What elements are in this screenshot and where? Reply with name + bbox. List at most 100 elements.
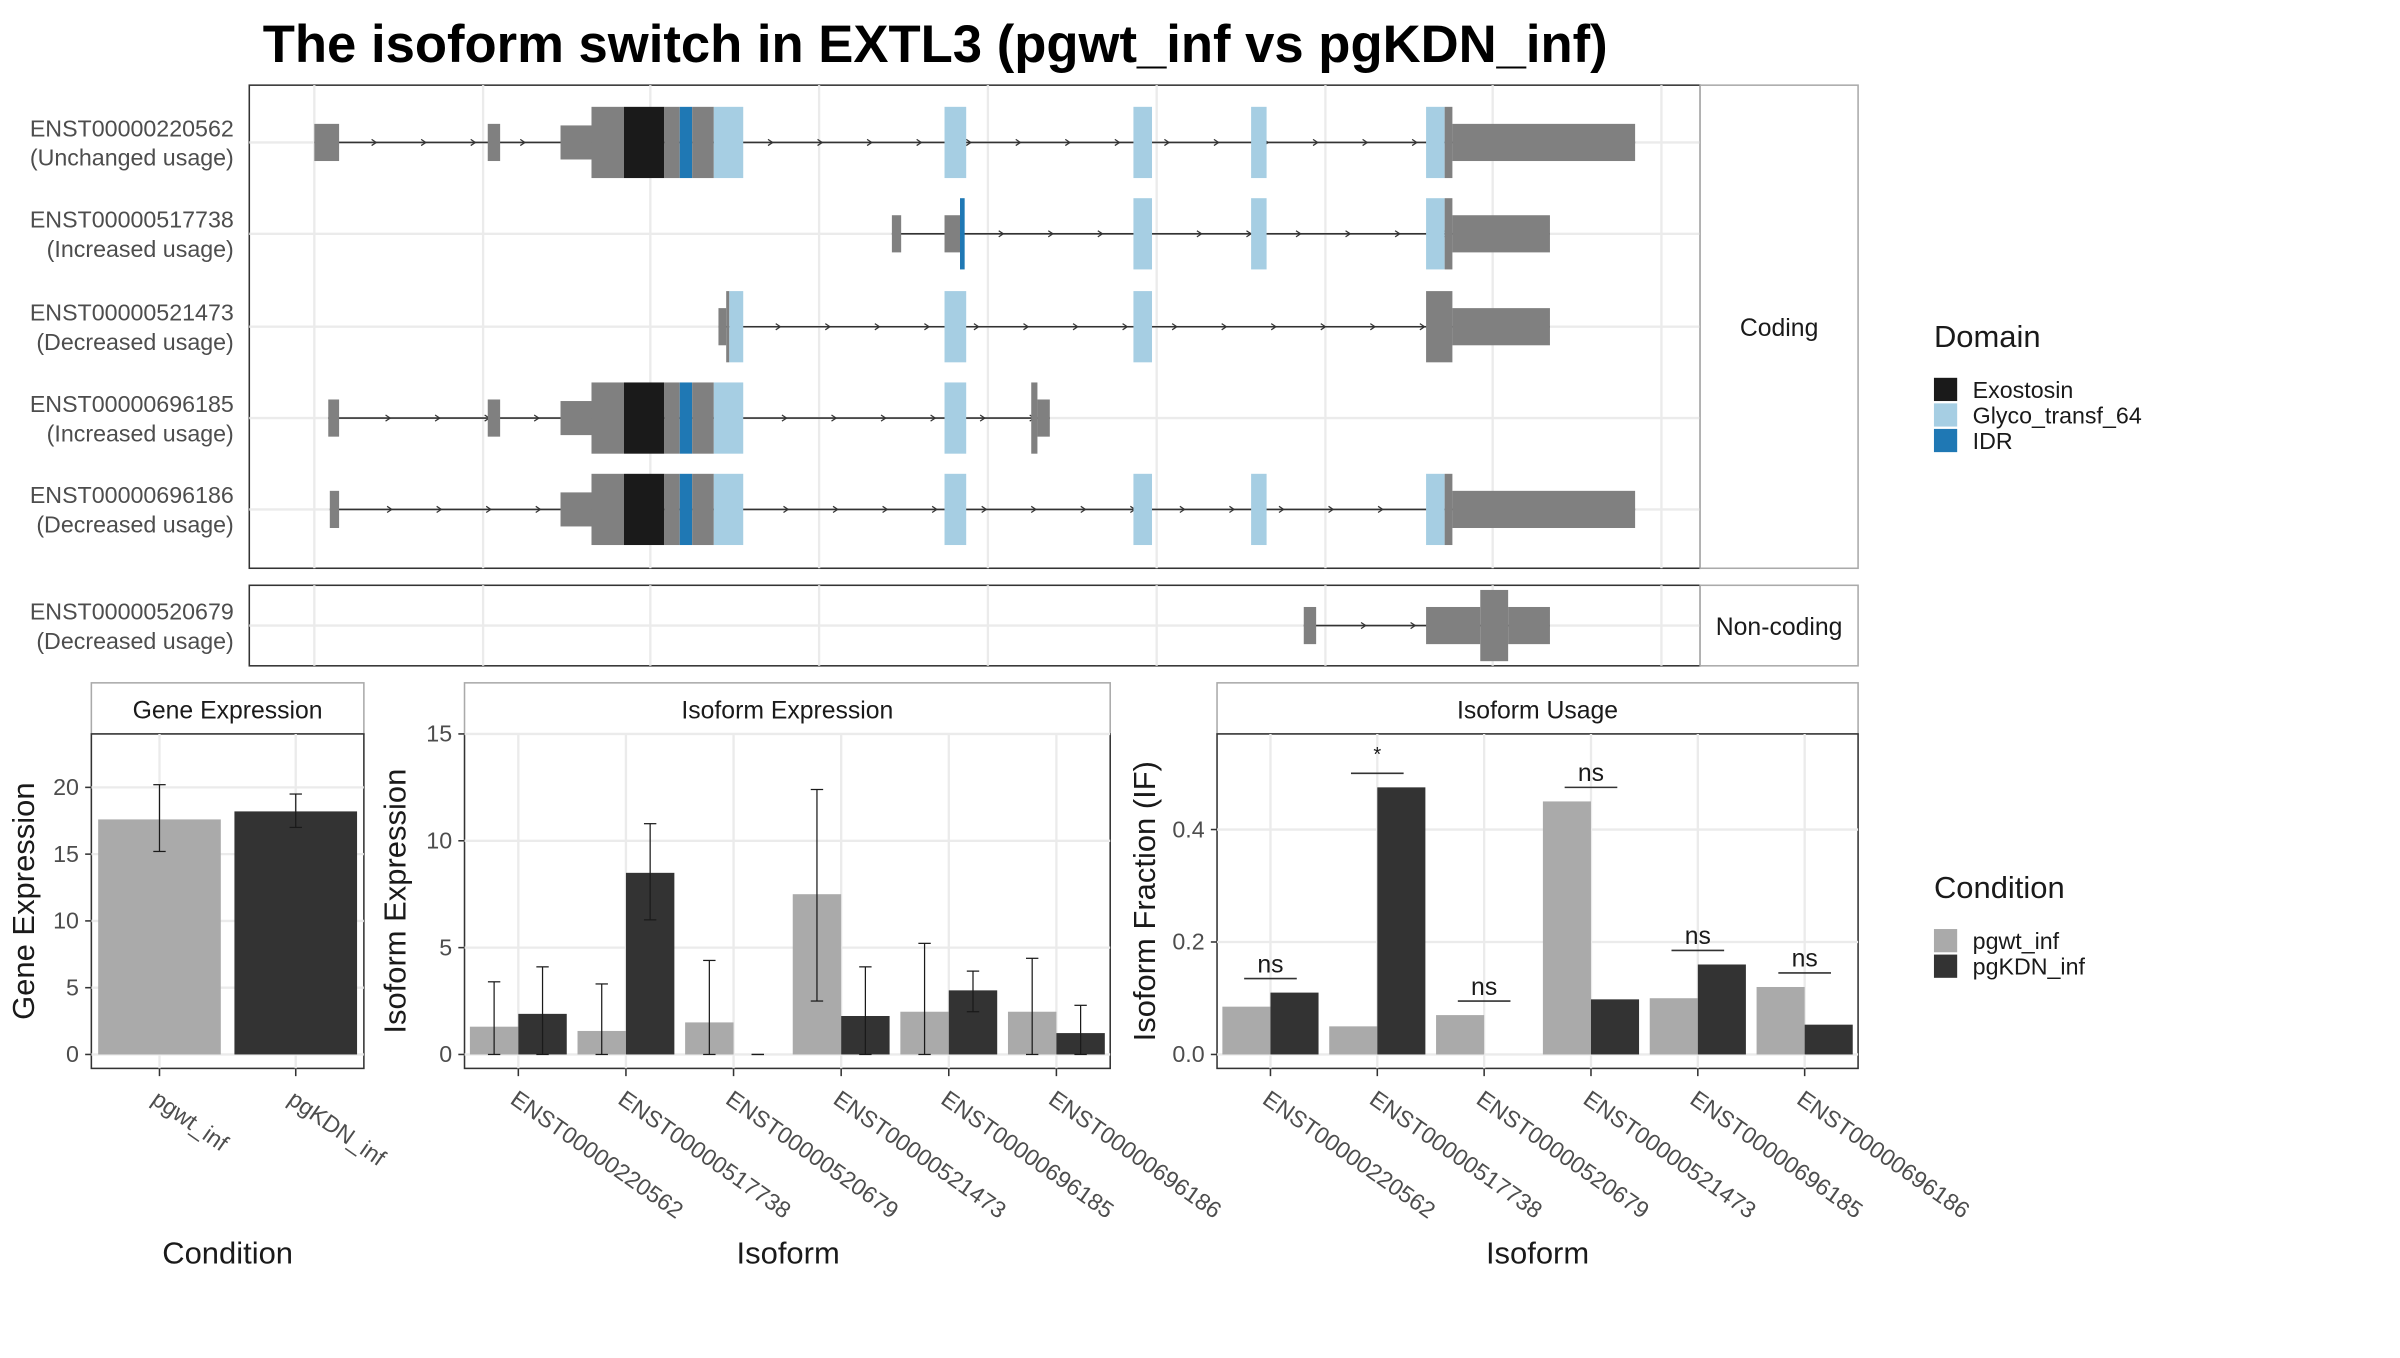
transcript-usage-label: (Increased usage) (47, 420, 234, 446)
exon (944, 473, 967, 546)
direction-arrow-icon (824, 323, 832, 331)
exon (726, 291, 730, 363)
x-axis-title: Condition (162, 1235, 293, 1270)
transcript-ENST00000517738 (891, 198, 1550, 270)
y-tick-label: 0.4 (1172, 816, 1204, 842)
exon (591, 473, 625, 546)
direction-arrow-icon (1171, 323, 1178, 331)
exon (624, 382, 665, 454)
exon (624, 106, 665, 179)
direction-arrow-icon (535, 505, 542, 514)
x-tick-label: pgwt_inf (147, 1085, 233, 1156)
exon (1426, 291, 1453, 363)
transcript-usage-label: (Increased usage) (47, 236, 234, 262)
y-tick-label: 10 (426, 828, 452, 854)
direction-arrow-icon (1015, 138, 1022, 147)
exon (718, 308, 727, 346)
y-tick-label: 10 (53, 908, 79, 934)
y-tick-label: 0 (66, 1041, 79, 1067)
direction-arrow-icon (916, 138, 923, 147)
exon (1480, 589, 1509, 662)
direction-arrow-icon (1023, 323, 1030, 331)
direction-arrow-icon (832, 505, 839, 514)
facet-strip (90, 682, 365, 735)
direction-arrow-icon (1394, 230, 1401, 238)
x-tick-label: ENST00000696186 (1044, 1085, 1226, 1223)
chart-title: Isoform Usage (1457, 697, 1618, 724)
exon (560, 125, 592, 160)
exon (944, 382, 967, 454)
exon (729, 291, 744, 363)
direction-arrow-icon (783, 505, 790, 514)
bar (1329, 1026, 1378, 1055)
exon (487, 123, 501, 162)
direction-arrow-icon (817, 138, 824, 147)
x-tick-label: ENST00000696185 (1686, 1085, 1868, 1223)
exon (960, 198, 965, 270)
direction-arrow-icon (1196, 230, 1203, 238)
facet-strip (463, 682, 1111, 735)
transcript-id-label: ENST00000220562 (30, 115, 234, 141)
direction-arrow-icon (882, 505, 889, 514)
strip-noncoding-label: Non-coding (1716, 614, 1843, 641)
direction-arrow-icon (1328, 505, 1335, 514)
x-tick-label: ENST00000520679 (721, 1085, 903, 1223)
transcript-ENST00000520679 (1303, 589, 1550, 662)
exon (944, 106, 967, 179)
exon (1452, 308, 1550, 346)
direction-arrow-icon (1270, 323, 1277, 331)
transcript-usage-label: (Unchanged usage) (30, 145, 234, 171)
transcript-ENST00000220562 (314, 106, 1636, 179)
direction-arrow-icon (533, 414, 540, 422)
exon (1133, 473, 1153, 546)
strip-noncoding (1699, 584, 1859, 667)
exon (679, 106, 693, 179)
y-tick-label: 15 (426, 721, 452, 747)
exon (713, 382, 744, 454)
exon (1251, 473, 1267, 546)
exon (1037, 399, 1050, 437)
exon (1426, 106, 1445, 179)
significance-label: ns (1578, 760, 1604, 787)
direction-arrow-icon (931, 505, 938, 514)
direction-arrow-icon (1360, 621, 1367, 630)
exon (1444, 106, 1453, 179)
direction-arrow-icon (1221, 323, 1228, 331)
significance-label: ns (1257, 951, 1283, 978)
direction-arrow-icon (930, 414, 937, 422)
legend-label: Exostosin (1973, 377, 2074, 403)
direction-arrow-icon (767, 138, 774, 147)
exon (560, 492, 592, 527)
direction-arrow-icon (979, 414, 986, 422)
exon (1426, 473, 1445, 546)
bar (234, 811, 358, 1055)
y-tick-label: 20 (53, 774, 79, 800)
bar (1542, 801, 1591, 1055)
direction-arrow-icon (1229, 505, 1236, 514)
bar (1649, 998, 1698, 1055)
direction-arrow-icon (831, 414, 838, 422)
x-tick-label: pgKDN_inf (284, 1085, 391, 1171)
direction-arrow-icon (434, 414, 441, 422)
legend-label: Glyco_transf_64 (1973, 402, 2142, 428)
exon (1452, 215, 1550, 253)
exon (664, 473, 680, 546)
exon (692, 382, 714, 454)
exon (1133, 106, 1153, 179)
exon (944, 215, 961, 253)
exon (1031, 382, 1038, 454)
direction-arrow-icon (880, 414, 887, 422)
direction-arrow-icon (1410, 621, 1417, 630)
y-tick-label: 15 (53, 841, 79, 867)
legend-title: Condition (1934, 870, 2065, 905)
plot-area (463, 733, 1111, 1070)
direction-arrow-icon (1345, 230, 1352, 238)
direction-arrow-icon (386, 505, 393, 514)
exon (1426, 198, 1445, 270)
chart-isoform-usage: Isoform Usage 0.0 0.2 0.4 ENST00000220562 ns E… (1127, 682, 1975, 1270)
significance-label: * (1373, 744, 1381, 766)
direction-arrow-icon (874, 323, 881, 331)
x-tick-label: ENST00000696185 (937, 1085, 1119, 1223)
